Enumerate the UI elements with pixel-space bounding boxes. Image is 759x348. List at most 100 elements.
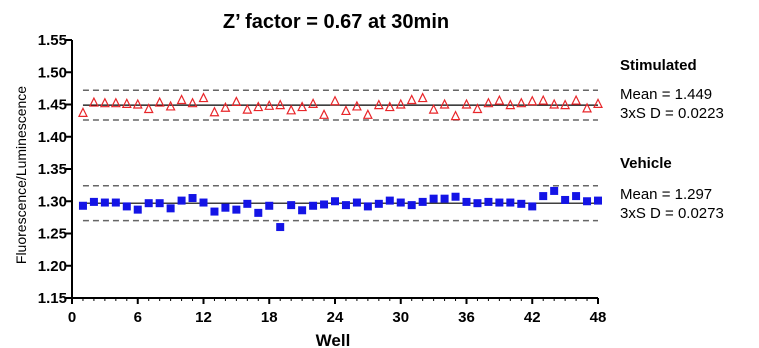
vehicle-point: [572, 192, 581, 201]
stimulated-point: [88, 96, 99, 107]
y-tick-label: 1.35: [38, 161, 67, 178]
vehicle-point: [495, 198, 504, 207]
vehicle-point: [155, 199, 164, 208]
stimulated-point: [549, 98, 560, 109]
stimulated-point: [439, 98, 450, 109]
stimulated-point: [286, 104, 297, 115]
stimulated-point: [121, 98, 132, 108]
vehicle-point: [528, 202, 537, 211]
vehicle-point: [188, 194, 197, 203]
vehicle-mean-text: Mean = 1.297: [620, 186, 713, 203]
stimulated-point: [538, 94, 549, 105]
stimulated-point: [362, 108, 373, 119]
vehicle-point: [331, 197, 339, 206]
stimulated-point: [593, 98, 603, 108]
stimulated-point: [373, 99, 384, 110]
y-tick-label: 1.55: [38, 32, 67, 49]
vehicle-point: [484, 197, 493, 206]
vehicle-point: [462, 197, 471, 206]
vehicle-point: [111, 198, 120, 207]
stimulated-point: [220, 101, 231, 112]
vehicle-point: [89, 197, 98, 206]
stimulated-point: [384, 101, 395, 112]
stimulated-point: [253, 101, 264, 112]
vehicle-point: [177, 196, 186, 205]
x-tick-label: 30: [392, 309, 409, 326]
stimulated-point: [319, 108, 330, 119]
vehicle-point: [341, 201, 350, 210]
y-tick-label: 1.40: [38, 129, 67, 146]
stimulated-annotation: Stimulated Mean = 1.449 3xS D = 0.0223: [620, 57, 724, 122]
y-tick-label: 1.25: [38, 226, 67, 243]
y-tick-label: 1.20: [38, 258, 67, 275]
vehicle-point: [418, 197, 427, 206]
stimulated-point: [494, 94, 505, 105]
stimulated-point: [461, 98, 472, 109]
stimulated-point: [483, 97, 494, 108]
stimulated-point: [231, 96, 242, 107]
stimulated-point: [77, 107, 88, 117]
stimulated-heading: Stimulated: [620, 57, 697, 74]
vehicle-point: [298, 206, 307, 215]
vehicle-heading: Vehicle: [620, 155, 672, 172]
vehicle-point: [506, 198, 515, 207]
y-axis-label: Fluorescence/Luminescence: [13, 86, 29, 264]
vehicle-point: [550, 186, 559, 195]
stimulated-point: [428, 103, 439, 114]
vehicle-point: [254, 208, 263, 217]
stimulated-point: [275, 99, 286, 110]
vehicle-point: [517, 199, 526, 208]
vehicle-annotation: Vehicle Mean = 1.297 3xS D = 0.0273: [620, 155, 724, 222]
vehicle-point: [133, 205, 142, 214]
stimulated-point: [582, 102, 593, 113]
y-tick-label: 1.30: [38, 193, 67, 210]
vehicle-point: [561, 195, 570, 204]
vehicle-point: [440, 194, 449, 203]
vehicle-point: [451, 192, 460, 201]
stimulated-point: [395, 98, 406, 109]
stimulated-point: [297, 101, 308, 112]
x-tick-label: 48: [590, 309, 607, 326]
vehicle-point: [309, 201, 318, 210]
stimulated-point: [450, 110, 461, 121]
vehicle-point: [594, 196, 602, 205]
stimulated-point: [176, 94, 187, 105]
vehicle-point: [320, 200, 329, 209]
vehicle-point: [78, 201, 87, 210]
stimulated-point: [209, 106, 220, 117]
stimulated-point: [417, 92, 428, 103]
vehicle-point: [385, 196, 394, 205]
chart-title: Z’ factor = 0.67 at 30min: [223, 11, 449, 33]
y-tick-label: 1.50: [38, 64, 67, 81]
vehicle-point: [166, 204, 175, 213]
x-tick-label: 24: [327, 309, 344, 326]
vehicle-point: [100, 198, 109, 207]
vehicle-point: [221, 203, 230, 212]
stimulated-point: [472, 103, 483, 114]
x-tick-label: 0: [68, 309, 76, 326]
plot-area: 1.15 1.20 1.25 1.30 1.35 1.40 1.45 1.50 1.55 0 6 12…: [38, 32, 607, 326]
stimulated-point: [264, 99, 275, 110]
stimulated-point: [154, 96, 165, 107]
vehicle-sd-text: 3xS D = 0.0273: [620, 205, 724, 222]
vehicle-point: [243, 199, 252, 208]
vehicle-point: [396, 198, 405, 207]
vehicle-point: [352, 198, 361, 207]
stimulated-point: [351, 100, 362, 111]
stimulated-point: [198, 92, 209, 103]
stimulated-point: [308, 98, 319, 108]
stimulated-point: [560, 99, 571, 110]
stimulated-point: [143, 103, 154, 114]
vehicle-point: [265, 201, 274, 210]
stimulated-point: [527, 95, 538, 106]
stimulated-point: [505, 99, 516, 110]
x-axis-label: Well: [316, 331, 351, 348]
y-tick-label: 1.45: [38, 97, 67, 114]
stimulated-point: [110, 97, 121, 108]
x-tick-label: 12: [195, 309, 212, 326]
vehicle-point: [210, 207, 219, 216]
stimulated-point: [340, 105, 351, 116]
vehicle-point: [287, 201, 296, 210]
vehicle-point: [539, 192, 548, 201]
